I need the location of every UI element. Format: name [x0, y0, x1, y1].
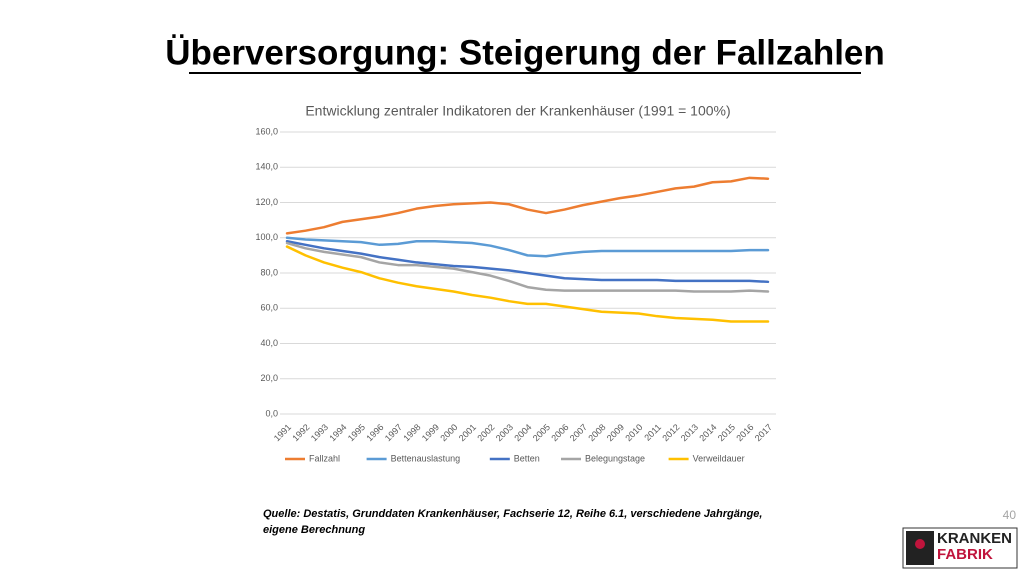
- y-tick-label: 80,0: [260, 267, 278, 277]
- y-tick-label: 160,0: [255, 126, 278, 136]
- line-series: [285, 240, 770, 284]
- x-tick-label: 1994: [327, 422, 348, 443]
- x-tick-label: 2017: [753, 422, 774, 443]
- x-tick-label: 2010: [623, 422, 644, 443]
- slide-title: Überversorgung: Steigerung der Fallzahle…: [165, 33, 885, 72]
- x-tick-label: 1991: [272, 422, 293, 443]
- x-tick-label: 2003: [494, 422, 515, 443]
- x-tick-label: 2000: [438, 422, 459, 443]
- line-series: [285, 236, 770, 258]
- page-number: 40: [1003, 508, 1017, 522]
- x-tick-label: 2001: [457, 422, 478, 443]
- line-series: [285, 241, 770, 293]
- x-tick-label: 1992: [290, 422, 311, 443]
- x-tick-label: 2014: [697, 422, 718, 443]
- x-tick-label: 1995: [346, 422, 367, 443]
- line-series: [285, 245, 770, 323]
- logo-text: KRANKEN: [937, 530, 1012, 547]
- y-tick-label: 60,0: [260, 303, 278, 313]
- y-tick-label: 40,0: [260, 338, 278, 348]
- x-tick-label: 2009: [605, 422, 626, 443]
- y-tick-label: 100,0: [255, 232, 278, 242]
- y-tick-label: 120,0: [255, 197, 278, 207]
- logo-heart: [915, 539, 925, 549]
- x-tick-label: 2002: [475, 422, 496, 443]
- x-tick-label: 2013: [679, 422, 700, 443]
- legend-label: Verweildauer: [693, 453, 745, 463]
- x-tick-label: 1996: [364, 422, 385, 443]
- x-tick-label: 2007: [568, 422, 589, 443]
- y-tick-label: 140,0: [255, 162, 278, 172]
- source: Quelle: Destatis, Grunddaten Krankenhäus…: [263, 508, 762, 520]
- chart-title: Entwicklung zentraler Indikatoren der Kr…: [305, 103, 730, 119]
- x-tick-label: 2012: [660, 422, 681, 443]
- x-tick-label: 2004: [512, 422, 533, 443]
- x-tick-label: 2016: [734, 422, 755, 443]
- x-tick-label: 1993: [309, 422, 330, 443]
- legend-label: Betten: [514, 453, 540, 463]
- x-tick-label: 2006: [549, 422, 570, 443]
- y-tick-label: 0,0: [265, 408, 278, 418]
- x-tick-label: 2011: [642, 422, 663, 443]
- x-tick-label: 1997: [383, 422, 404, 443]
- x-tick-label: 1998: [401, 422, 422, 443]
- legend-label: Belegungstage: [585, 453, 645, 463]
- x-tick-label: 2008: [586, 422, 607, 443]
- line-series: [285, 176, 770, 235]
- legend-label: Bettenauslastung: [391, 453, 461, 463]
- x-tick-label: 2015: [716, 422, 737, 443]
- logo-text: FABRIK: [937, 546, 993, 563]
- x-tick-label: 1999: [420, 422, 441, 443]
- x-tick-label: 2005: [531, 422, 552, 443]
- legend-label: Fallzahl: [309, 453, 340, 463]
- source: eigene Berechnung: [263, 524, 365, 536]
- y-tick-label: 20,0: [260, 373, 278, 383]
